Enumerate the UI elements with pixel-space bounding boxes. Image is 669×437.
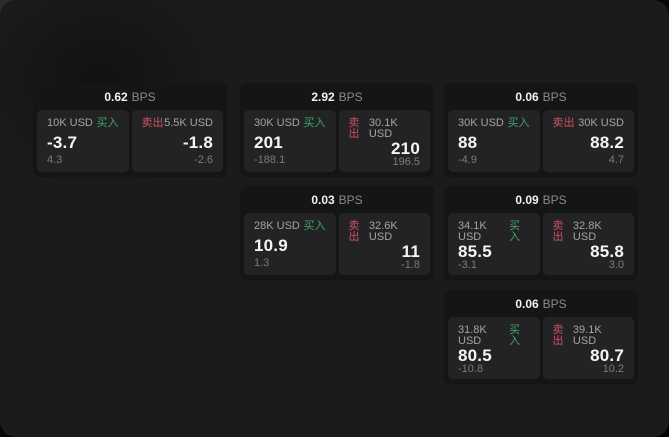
bps-card: 0.06 BPS 31.8K USD 买入 80.5 -10.8 卖出 39.1…: [444, 290, 638, 384]
sell-delta-value: -1.8: [401, 259, 420, 271]
bps-unit-label: BPS: [542, 89, 567, 104]
buy-delta-value: -4.9: [458, 154, 477, 166]
buy-side-tag: 买入: [509, 220, 521, 243]
buy-price-value: 201: [254, 132, 283, 152]
buy-side-tag: 买入: [303, 220, 326, 232]
sell-side-tag: 卖出: [552, 117, 575, 129]
bps-card-header: 0.03 BPS: [240, 186, 434, 213]
sell-price-value: 80.7: [590, 346, 624, 365]
buy-amount-label: 31.8K USD: [458, 324, 487, 347]
sell-amount-label: 32.8K USD: [572, 220, 602, 243]
sell-quote-panel[interactable]: 卖出 32.8K USD 85.8 3.0: [542, 213, 634, 275]
bps-card: 0.06 BPS 30K USD 买入 88 -4.9 卖出 30K USD 8…: [444, 83, 638, 177]
bps-card: 0.62 BPS 10K USD 买入 -3.7 4.3 卖出 5.5K USD…: [33, 83, 227, 177]
sell-side-tag: 卖出: [348, 220, 360, 243]
buy-price-value: -3.7: [47, 132, 78, 152]
bps-card-header: 0.06 BPS: [444, 290, 638, 317]
sell-amount-label: 30.1K USD: [368, 117, 398, 140]
bps-value: 0.09: [515, 192, 539, 207]
sell-delta-value: 196.5: [392, 156, 420, 168]
buy-price-value: 88: [458, 132, 478, 152]
buy-delta-value: -188.1: [254, 154, 286, 166]
bps-unit-label: BPS: [131, 89, 156, 104]
buy-amount-label: 30K USD: [254, 117, 300, 129]
buy-price-value: 10.9: [254, 235, 288, 255]
buy-quote-panel[interactable]: 34.1K USD 买入 85.5 -3.1: [448, 213, 540, 275]
bps-unit-label: BPS: [542, 296, 567, 311]
sell-amount-label: 5.5K USD: [164, 117, 213, 129]
sell-delta-value: 3.0: [608, 259, 624, 271]
sell-amount-label: 39.1K USD: [572, 324, 602, 347]
bps-unit-label: BPS: [542, 192, 567, 207]
bps-value: 0.06: [515, 296, 539, 311]
bps-card-header: 0.06 BPS: [444, 83, 638, 110]
buy-delta-value: -10.8: [458, 363, 484, 375]
buy-side-tag: 买入: [303, 117, 326, 129]
buy-amount-label: 30K USD: [458, 117, 504, 129]
buy-amount-label: 34.1K USD: [458, 220, 487, 243]
buy-quote-panel[interactable]: 31.8K USD 买入 80.5 -10.8: [448, 317, 540, 379]
sell-side-tag: 卖出: [348, 117, 360, 140]
sell-quote-panel[interactable]: 卖出 39.1K USD 80.7 10.2: [542, 317, 634, 379]
sell-quote-panel[interactable]: 卖出 30.1K USD 210 196.5: [338, 110, 430, 172]
bps-card: 0.09 BPS 34.1K USD 买入 85.5 -3.1 卖出 32.8K…: [444, 186, 638, 280]
sell-amount-label: 30K USD: [578, 117, 624, 129]
buy-side-tag: 买入: [96, 117, 119, 129]
sell-side-tag: 卖出: [141, 117, 164, 129]
sell-price-value: -1.8: [182, 132, 213, 152]
sell-delta-value: 4.7: [608, 154, 624, 166]
bps-card: 2.92 BPS 30K USD 买入 201 -188.1 卖出 30.1K …: [240, 83, 434, 177]
bps-card-header: 2.92 BPS: [240, 83, 434, 110]
buy-price-value: 85.5: [458, 242, 492, 261]
sell-price-value: 85.8: [590, 242, 624, 261]
buy-price-value: 80.5: [458, 346, 492, 365]
buy-side-tag: 买入: [507, 117, 530, 129]
buy-quote-panel[interactable]: 30K USD 买入 88 -4.9: [448, 110, 540, 172]
sell-delta-value: 10.2: [602, 363, 624, 375]
bps-card: 0.03 BPS 28K USD 买入 10.9 1.3 卖出 32.6K US…: [240, 186, 434, 280]
sell-side-tag: 卖出: [552, 324, 564, 347]
sell-amount-label: 32.6K USD: [368, 220, 398, 243]
bps-value: 2.92: [311, 89, 335, 104]
buy-delta-value: 1.3: [254, 257, 270, 269]
sell-delta-value: -2.6: [194, 154, 213, 166]
sell-price-value: 88.2: [590, 132, 624, 152]
buy-delta-value: 4.3: [47, 154, 63, 166]
buy-quote-panel[interactable]: 28K USD 买入 10.9 1.3: [244, 213, 336, 275]
sell-quote-panel[interactable]: 卖出 30K USD 88.2 4.7: [542, 110, 634, 172]
buy-amount-label: 28K USD: [254, 220, 300, 232]
sell-price-value: 11: [401, 242, 420, 261]
bps-card-header: 0.09 BPS: [444, 186, 638, 213]
sell-quote-panel[interactable]: 卖出 32.6K USD 11 -1.8: [338, 213, 430, 275]
buy-delta-value: -3.1: [458, 259, 477, 271]
sell-side-tag: 卖出: [552, 220, 564, 243]
buy-side-tag: 买入: [509, 324, 521, 347]
bps-value: 0.06: [515, 89, 539, 104]
bps-value: 0.62: [104, 89, 128, 104]
bps-value: 0.03: [311, 192, 335, 207]
bps-unit-label: BPS: [338, 192, 363, 207]
bps-unit-label: BPS: [338, 89, 363, 104]
buy-quote-panel[interactable]: 10K USD 买入 -3.7 4.3: [37, 110, 129, 172]
bps-card-header: 0.62 BPS: [33, 83, 227, 110]
sell-price-value: 210: [391, 139, 420, 158]
sell-quote-panel[interactable]: 卖出 5.5K USD -1.8 -2.6: [131, 110, 223, 172]
buy-quote-panel[interactable]: 30K USD 买入 201 -188.1: [244, 110, 336, 172]
buy-amount-label: 10K USD: [47, 117, 93, 129]
